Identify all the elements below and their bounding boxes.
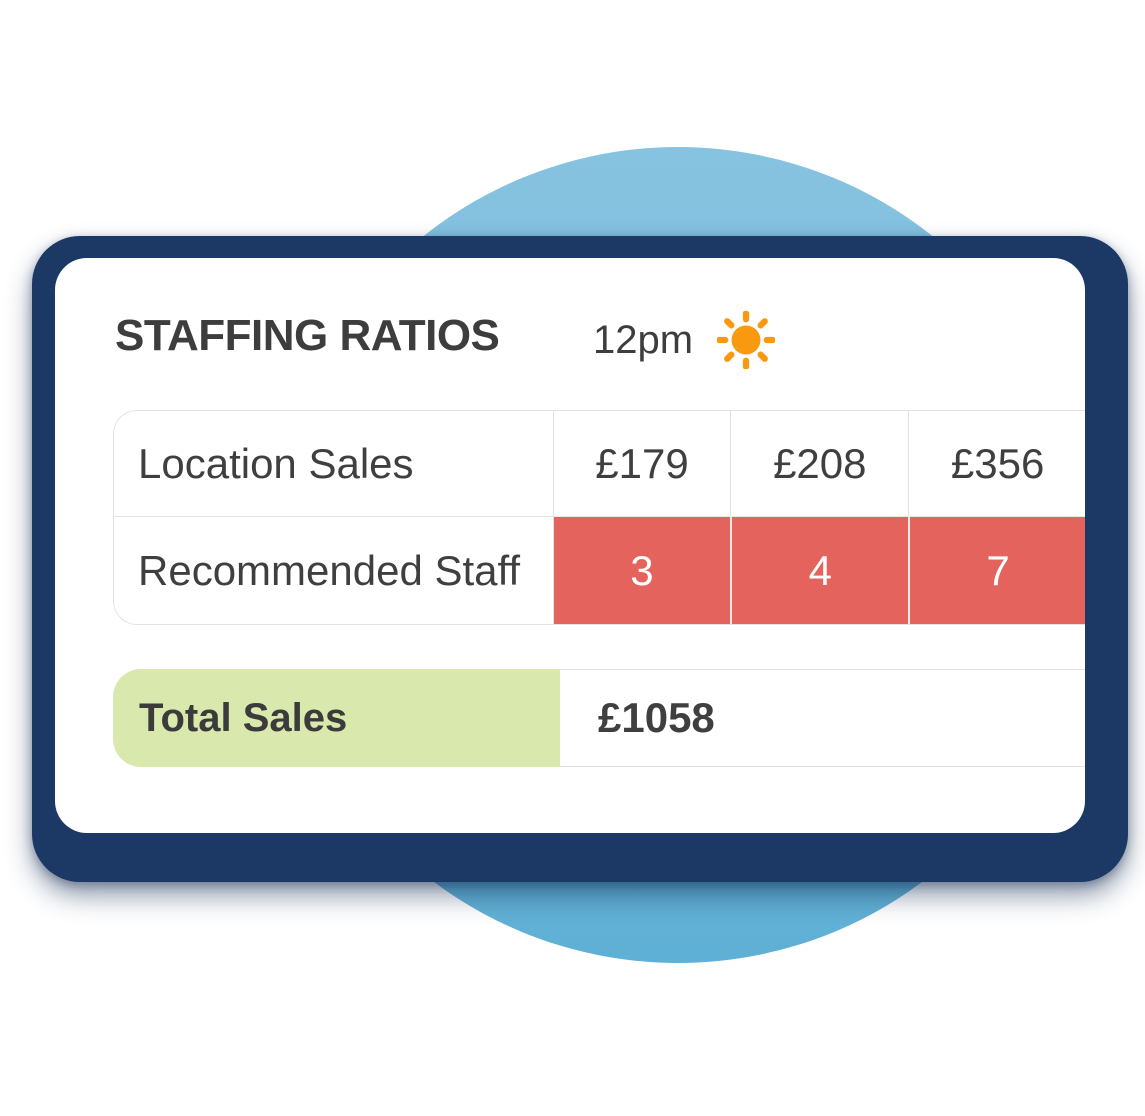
- row-label-recommended-staff: Recommended Staff: [114, 516, 553, 624]
- location-sales-cell: £208: [730, 411, 909, 516]
- location-sales-cell: £179: [552, 411, 731, 516]
- card-header: STAFFING RATIOS 12pm: [55, 258, 1085, 408]
- recommended-staff-cell: 4: [730, 516, 909, 624]
- recommended-staff-cell: 7: [908, 516, 1085, 624]
- time-label: 12pm: [593, 318, 694, 362]
- sun-icon: [716, 310, 776, 370]
- row-label-location-sales: Location Sales: [114, 411, 553, 516]
- location-sales-cell: £356: [908, 411, 1085, 516]
- staffing-ratio-table: Location Sales £179 £208 £356 Recommende…: [113, 410, 1085, 625]
- table-row-location-sales: Location Sales £179 £208 £356: [114, 411, 1085, 516]
- total-sales-row: Total Sales £1058: [113, 669, 1085, 767]
- total-sales-value: £1058: [560, 669, 1085, 767]
- page-title: STAFFING RATIOS: [115, 311, 500, 360]
- total-sales-label: Total Sales: [113, 669, 560, 767]
- table-row-recommended-staff: Recommended Staff 3 4 7: [114, 516, 1085, 624]
- staffing-ratios-card: STAFFING RATIOS 12pm: [55, 258, 1085, 833]
- recommended-staff-cell: 3: [552, 516, 731, 624]
